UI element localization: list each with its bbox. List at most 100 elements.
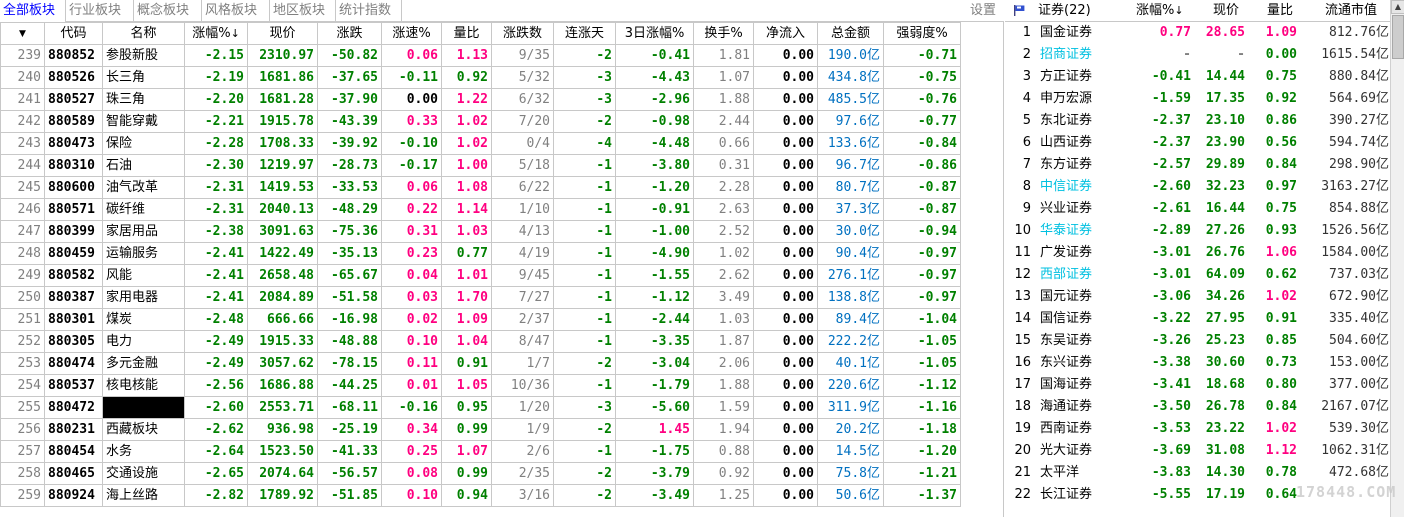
list-item[interactable]: 10 华泰证券 -2.89 27.26 0.93 1526.56亿	[1005, 220, 1390, 242]
header-price[interactable]: 现价	[1213, 3, 1240, 18]
table-row[interactable]: 259 880924 海上丝路 -2.82 1789.92 -51.85 0.10 0.94 3…	[0, 484, 961, 507]
table-row[interactable]: 239 880852 参股新股 -2.15 2310.97 -50.82 0.06 1.13 9…	[0, 44, 961, 67]
header-change-pct[interactable]: 涨幅%↓	[1136, 0, 1184, 22]
list-item[interactable]: 11 广发证券 -3.01 26.76 1.06 1584.00亿	[1005, 242, 1390, 264]
sector-name[interactable]: 油气改革	[102, 176, 185, 199]
vertical-scrollbar[interactable]: ▲	[1390, 0, 1404, 517]
sector-name[interactable]: 电力	[102, 330, 185, 353]
header-col-code[interactable]: 代码	[44, 22, 103, 45]
list-item[interactable]: 2 招商证券 - - 0.00 1615.54亿	[1005, 44, 1390, 66]
header-col-turnover[interactable]: 换手%	[693, 22, 754, 45]
list-item[interactable]: 16 东兴证券 -3.38 30.60 0.73 153.00亿	[1005, 352, 1390, 374]
header-float-mcap[interactable]: 流通市值	[1325, 3, 1378, 18]
table-row[interactable]: 244 880310 石油 -2.30 1219.97 -28.73 -0.17 1.00 5/…	[0, 154, 961, 177]
header-col-name[interactable]: 名称	[102, 22, 185, 45]
list-item[interactable]: 5 东北证券 -2.37 23.10 0.86 390.27亿	[1005, 110, 1390, 132]
table-row[interactable]: 252 880305 电力 -2.49 1915.33 -48.88 0.10 1.04 8/4…	[0, 330, 961, 353]
tab-0[interactable]: 全部板块	[0, 0, 66, 22]
list-item[interactable]: 4 申万宏源 -1.59 17.35 0.92 564.69亿	[1005, 88, 1390, 110]
list-item[interactable]: 17 国海证券 -3.41 18.68 0.80 377.00亿	[1005, 374, 1390, 396]
row-index: 247	[0, 220, 45, 243]
sector-name[interactable]: 风能	[102, 264, 185, 287]
sector-name[interactable]: 智能穿戴	[102, 110, 185, 133]
sector-name[interactable]: 运输服务	[102, 242, 185, 265]
table-row[interactable]: 256 880231 西藏板块 -2.62 936.98 -25.19 0.34 0.99 1/…	[0, 418, 961, 441]
header-col-strength[interactable]: 强弱度%	[883, 22, 961, 45]
list-item[interactable]: 13 国元证券 -3.06 34.26 1.02 672.90亿	[1005, 286, 1390, 308]
header-securities-name[interactable]: 证券(22)	[1038, 3, 1091, 18]
table-row[interactable]: 249 880582 风能 -2.41 2658.48 -65.67 0.04 1.01 9/4…	[0, 264, 961, 287]
sector-name[interactable]: 珠三角	[102, 88, 185, 111]
header-col-index[interactable]: ▼	[0, 22, 45, 45]
table-row[interactable]: 246 880571 碳纤维 -2.31 2040.13 -48.29 0.22 1.14 1/…	[0, 198, 961, 221]
header-col-3day-pct[interactable]: 3日涨幅%	[615, 22, 694, 45]
list-item[interactable]: 1 国金证券 0.77 28.65 1.09 812.76亿	[1005, 22, 1390, 44]
settings-button[interactable]: 设置	[969, 3, 996, 18]
sector-name[interactable]: 石油	[102, 154, 185, 177]
change-pct: -3.38	[1151, 355, 1191, 370]
sector-name[interactable]: 交通设施	[102, 462, 185, 485]
table-row[interactable]: 250 880387 家用电器 -2.41 2084.89 -51.58 0.03 1.70 7…	[0, 286, 961, 309]
sector-name[interactable]: 碳纤维	[102, 198, 185, 221]
sector-name[interactable]: 水务	[102, 440, 185, 463]
list-item[interactable]: 7 东方证券 -2.57 29.89 0.84 298.90亿	[1005, 154, 1390, 176]
table-row[interactable]: 258 880465 交通设施 -2.65 2074.64 -56.57 0.08 0.99 2…	[0, 462, 961, 485]
list-item[interactable]: 15 东吴证券 -3.26 25.23 0.85 504.60亿	[1005, 330, 1390, 352]
tab-2[interactable]: 概念板块	[134, 0, 202, 22]
list-item[interactable]: 8 中信证券 -2.60 32.23 0.97 3163.27亿	[1005, 176, 1390, 198]
list-item[interactable]: 3 方正证券 -0.41 14.44 0.75 880.84亿	[1005, 66, 1390, 88]
flag-icon[interactable]	[1013, 5, 1025, 16]
scrollbar-thumb[interactable]	[1392, 15, 1404, 59]
list-item[interactable]: 14 国信证券 -3.22 27.95 0.91 335.40亿	[1005, 308, 1390, 330]
table-row[interactable]: 240 880526 长三角 -2.19 1681.86 -37.65 -0.11 0.92 5…	[0, 66, 961, 89]
sector-name[interactable]: 参股新股	[102, 44, 185, 67]
table-row[interactable]: 245 880600 油气改革 -2.31 1419.53 -33.53 0.06 1.08 6…	[0, 176, 961, 199]
sector-name[interactable]: 家用电器	[102, 286, 185, 309]
table-row[interactable]: 255 880472 -2.60 2553.71 -68.11 -0.16 0.95 1/20…	[0, 396, 961, 419]
tab-1[interactable]: 行业板块	[66, 0, 134, 22]
sector-name[interactable]: 核电核能	[102, 374, 185, 397]
list-item[interactable]: 20 光大证券 -3.69 31.08 1.12 1062.31亿	[1005, 440, 1390, 462]
sector-name[interactable]: 家居用品	[102, 220, 185, 243]
header-col-net-inflow[interactable]: 净流入	[753, 22, 818, 45]
table-row[interactable]: 241 880527 珠三角 -2.20 1681.28 -37.90 0.00 1.22 6/…	[0, 88, 961, 111]
sector-name[interactable]: 保险	[102, 132, 185, 155]
column-menu-icon[interactable]: ▼	[19, 29, 26, 39]
sector-name[interactable]: 煤炭	[102, 308, 185, 331]
sector-name[interactable]: 海上丝路	[102, 484, 185, 507]
table-row[interactable]: 251 880301 煤炭 -2.48 666.66 -16.98 0.02 1.09 2/37…	[0, 308, 961, 331]
tab-4[interactable]: 地区板块	[270, 0, 336, 22]
list-item[interactable]: 19 西南证券 -3.53 23.22 1.02 539.30亿	[1005, 418, 1390, 440]
header-col-price[interactable]: 现价	[247, 22, 318, 45]
table-row[interactable]: 247 880399 家居用品 -2.38 3091.63 -75.36 0.31 1.03 4…	[0, 220, 961, 243]
tab-3[interactable]: 风格板块	[202, 0, 270, 22]
total-amount: 434.8亿	[817, 66, 884, 89]
list-item[interactable]: 18 海通证券 -3.50 26.78 0.84 2167.07亿	[1005, 396, 1390, 418]
list-item[interactable]: 22 长江证券 -5.55 17.19 0.64	[1005, 484, 1390, 506]
header-volume-ratio[interactable]: 量比	[1267, 3, 1294, 18]
header-col-streak[interactable]: 连涨天	[553, 22, 616, 45]
header-col-change-pct[interactable]: 涨幅%↓	[184, 22, 248, 45]
list-item[interactable]: 21 太平洋 -3.83 14.30 0.78 472.68亿	[1005, 462, 1390, 484]
header-col-volume-ratio[interactable]: 量比	[441, 22, 492, 45]
sector-name[interactable]: 长三角	[102, 66, 185, 89]
list-item[interactable]: 6 山西证券 -2.37 23.90 0.56 594.74亿	[1005, 132, 1390, 154]
table-row[interactable]: 242 880589 智能穿戴 -2.21 1915.78 -43.39 0.33 1.02 7…	[0, 110, 961, 133]
sector-name[interactable]: 多元金融	[102, 352, 185, 375]
tab-5[interactable]: 统计指数	[336, 0, 402, 22]
header-col-up-down[interactable]: 涨跌数	[491, 22, 554, 45]
header-col-amount[interactable]: 总金额	[817, 22, 884, 45]
list-item[interactable]: 12 西部证券 -3.01 64.09 0.62 737.03亿	[1005, 264, 1390, 286]
scroll-up-icon[interactable]: ▲	[1391, 0, 1404, 14]
sector-name[interactable]: 西藏板块	[102, 418, 185, 441]
table-row[interactable]: 253 880474 多元金融 -2.49 3057.62 -78.15 0.11 0.91 1…	[0, 352, 961, 375]
float-mcap: 472.68亿	[1301, 462, 1389, 484]
table-row[interactable]: 257 880454 水务 -2.64 1523.50 -41.33 0.25 1.07 2/6…	[0, 440, 961, 463]
header-col-speed[interactable]: 涨速%	[381, 22, 442, 45]
table-row[interactable]: 248 880459 运输服务 -2.41 1422.49 -35.13 0.23 0.77 4…	[0, 242, 961, 265]
list-item[interactable]: 9 兴业证券 -2.61 16.44 0.75 854.88亿	[1005, 198, 1390, 220]
table-row[interactable]: 243 880473 保险 -2.28 1708.33 -39.92 -0.10 1.02 0/…	[0, 132, 961, 155]
table-row[interactable]: 254 880537 核电核能 -2.56 1686.88 -44.25 0.01 1.05 1…	[0, 374, 961, 397]
sector-name[interactable]	[102, 396, 185, 419]
header-col-change[interactable]: 涨跌	[317, 22, 382, 45]
